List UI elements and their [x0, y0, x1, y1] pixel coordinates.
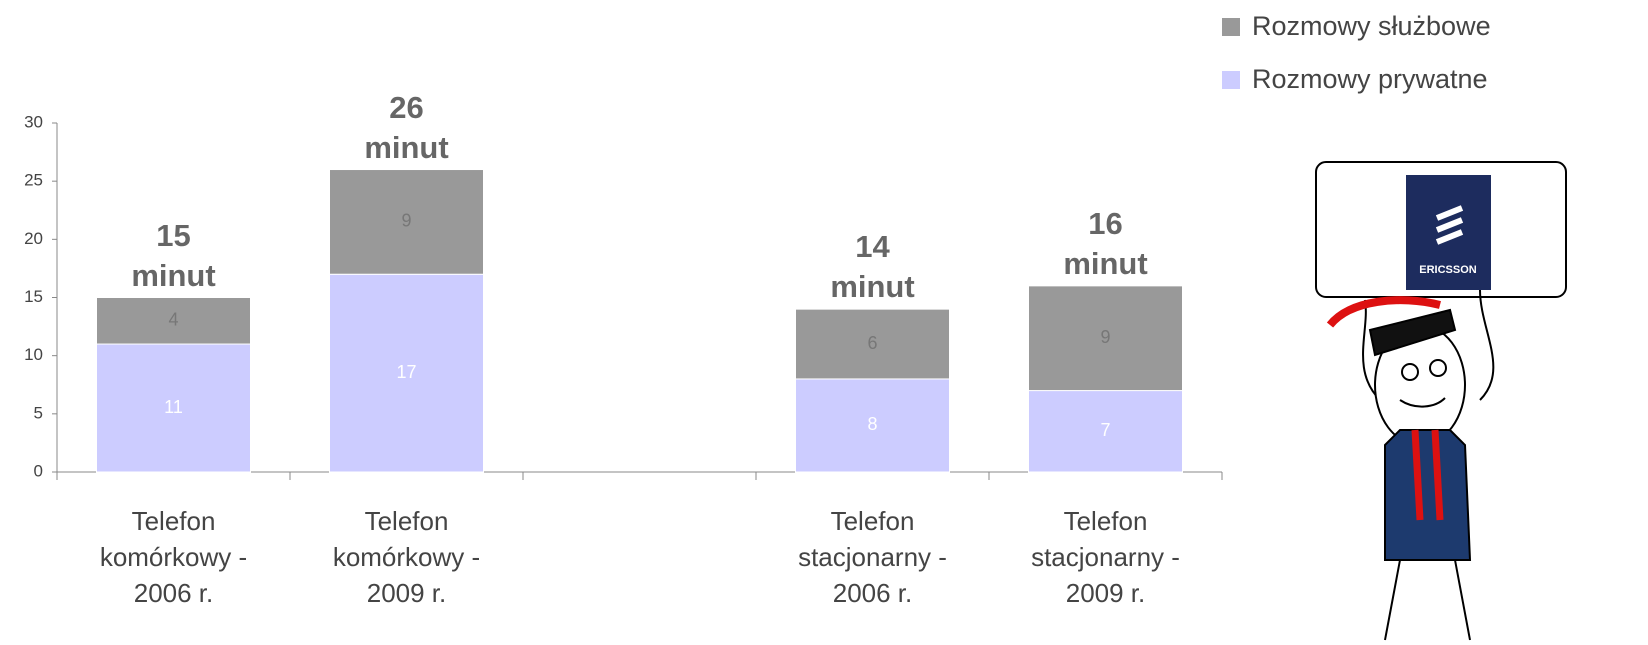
illustration: ERICSSON	[1315, 161, 1567, 641]
bar-segment	[1028, 285, 1183, 392]
bar-segment	[795, 308, 950, 380]
total-label: 16 minut	[1063, 205, 1148, 281]
value-label: 9	[401, 211, 411, 231]
value-label: 7	[1100, 420, 1110, 440]
value-label: 17	[396, 362, 416, 382]
total-label: 14 minut	[830, 229, 915, 305]
x-tick-label: Telefon komórkowy - 2006 r.	[99, 506, 248, 608]
y-tick-label: 5	[34, 403, 43, 422]
x-tick-label: Telefon stacjonarny - 2006 r.	[798, 506, 947, 608]
total-label: 26 minut	[364, 89, 449, 165]
value-label: 11	[164, 397, 183, 417]
x-tick-label: Telefon komórkowy - 2009 r.	[332, 506, 481, 608]
y-tick-label: 10	[24, 345, 43, 364]
y-tick-label: 20	[24, 229, 43, 248]
value-label: 6	[867, 333, 877, 353]
logo-text: ERICSSON	[1419, 264, 1477, 276]
legend-label: Rozmowy służbowe	[1252, 11, 1491, 41]
value-label: 8	[867, 414, 877, 434]
bar-segment	[795, 378, 950, 473]
value-label: 4	[168, 310, 178, 330]
y-tick-label: 25	[24, 171, 43, 190]
legend-swatch	[1222, 18, 1240, 36]
y-tick-label: 15	[24, 287, 43, 306]
value-label: 9	[1100, 327, 1110, 347]
bar-segment	[96, 297, 251, 345]
bar-segment	[96, 343, 251, 473]
bar-segment	[329, 273, 484, 473]
total-label: 15 minut	[131, 217, 216, 293]
legend-label: Rozmowy prywatne	[1252, 64, 1488, 94]
legend-swatch	[1222, 71, 1240, 89]
x-tick-label: Telefon stacjonarny - 2009 r.	[1031, 506, 1180, 608]
bar-segment	[329, 169, 484, 275]
y-tick-label: 0	[34, 461, 43, 480]
y-tick-label: 30	[24, 112, 43, 131]
